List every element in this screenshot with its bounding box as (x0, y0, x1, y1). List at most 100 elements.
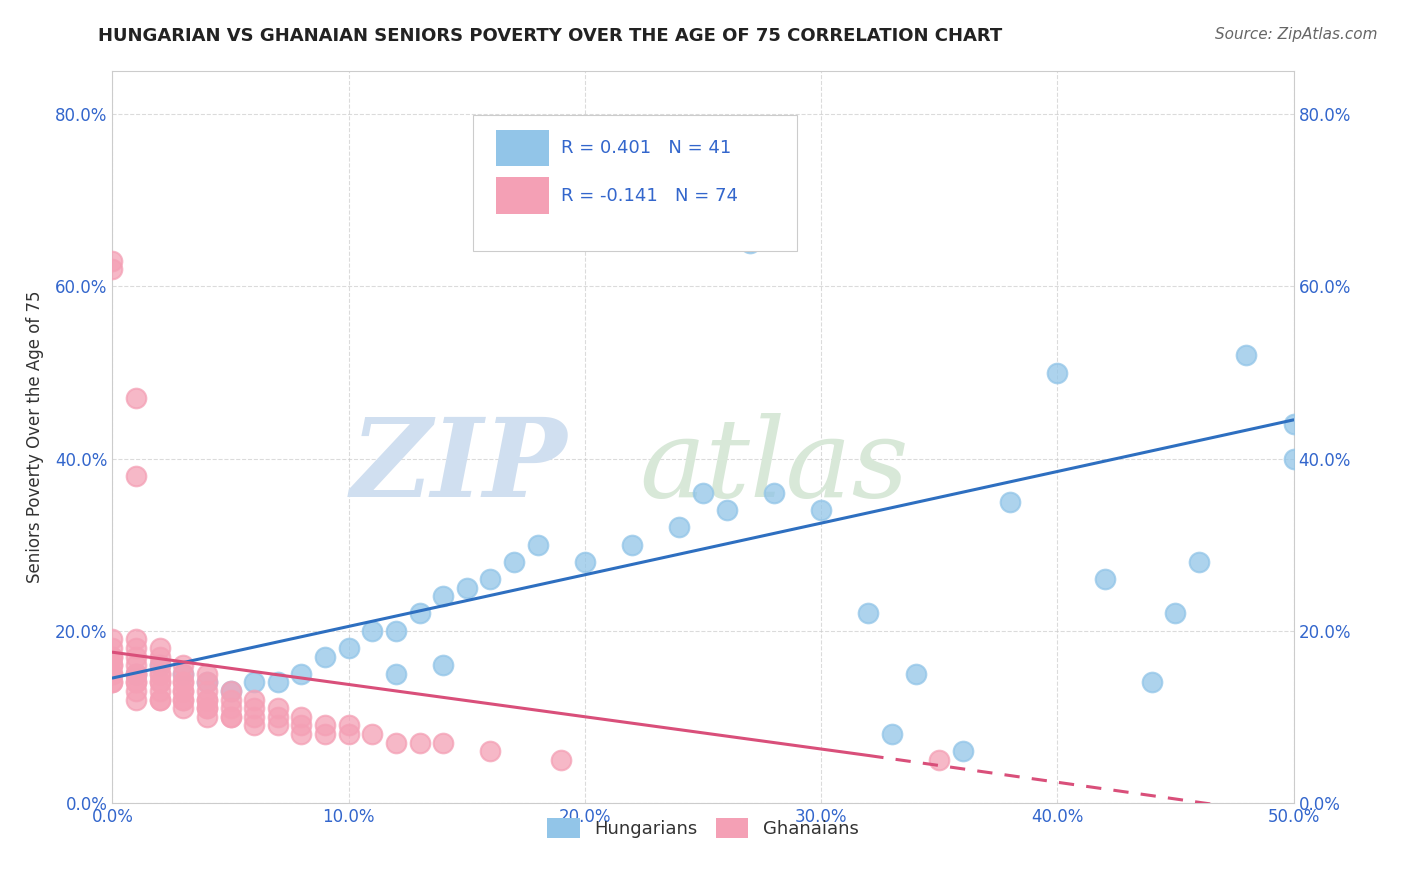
Point (762, 486, 785, 500)
Point (668, 520, 690, 534)
Point (550, 753, 572, 767)
Point (1234, 348, 1257, 362)
Point (385, 624, 408, 638)
Point (172, 658, 194, 673)
Text: HUNGARIAN VS GHANAIAN SENIORS POVERTY OVER THE AGE OF 75 CORRELATION CHART: HUNGARIAN VS GHANAIAN SENIORS POVERTY OV… (98, 27, 1002, 45)
Point (904, 666, 927, 681)
Point (267, 675, 290, 690)
Text: Source: ZipAtlas.com: Source: ZipAtlas.com (1215, 27, 1378, 42)
Point (172, 684, 194, 698)
Text: atlas: atlas (640, 413, 908, 520)
Point (172, 692, 194, 706)
Point (149, 658, 172, 673)
Point (101, 253, 124, 268)
Point (101, 658, 124, 673)
Point (1046, 366, 1069, 380)
Text: ZIP: ZIP (350, 413, 567, 520)
Point (408, 735, 430, 749)
Point (432, 589, 454, 603)
Point (149, 675, 172, 690)
Point (195, 710, 218, 724)
Point (125, 675, 148, 690)
Point (149, 666, 172, 681)
Point (385, 735, 408, 749)
Point (998, 494, 1021, 508)
Point (125, 649, 148, 664)
Text: R = 0.401   N = 41: R = 0.401 N = 41 (561, 139, 731, 157)
Point (125, 392, 148, 406)
Point (125, 640, 148, 655)
Point (195, 701, 218, 715)
Point (101, 675, 124, 690)
Point (195, 701, 218, 715)
Point (432, 735, 454, 749)
Point (195, 666, 218, 681)
Point (149, 684, 172, 698)
Point (149, 675, 172, 690)
Point (314, 649, 336, 664)
Point (125, 666, 148, 681)
Point (479, 744, 502, 758)
Point (101, 640, 124, 655)
Point (479, 572, 502, 586)
Point (195, 692, 218, 706)
Point (314, 718, 336, 732)
Point (219, 710, 242, 724)
Point (149, 640, 172, 655)
Point (101, 262, 124, 277)
Y-axis label: Seniors Poverty Over the Age of 75: Seniors Poverty Over the Age of 75 (25, 291, 44, 583)
Point (101, 649, 124, 664)
Point (621, 538, 644, 552)
Point (267, 710, 290, 724)
Point (243, 710, 266, 724)
Point (195, 675, 218, 690)
Point (337, 640, 360, 655)
Point (243, 718, 266, 732)
Point (1164, 607, 1187, 621)
Point (125, 666, 148, 681)
Point (858, 607, 880, 621)
Point (149, 666, 172, 681)
Point (172, 666, 194, 681)
Point (243, 701, 266, 715)
Point (526, 538, 548, 552)
Point (195, 675, 218, 690)
Point (195, 692, 218, 706)
Point (456, 581, 478, 595)
Point (101, 666, 124, 681)
Point (101, 649, 124, 664)
Point (219, 684, 242, 698)
Point (503, 555, 526, 569)
Point (361, 624, 384, 638)
Point (125, 692, 148, 706)
Point (290, 718, 312, 732)
Point (101, 632, 124, 647)
Point (290, 710, 312, 724)
Point (243, 692, 266, 706)
Point (125, 684, 148, 698)
Point (149, 649, 172, 664)
Point (101, 675, 124, 690)
Point (125, 658, 148, 673)
Point (125, 666, 148, 681)
Point (952, 744, 974, 758)
Point (219, 684, 242, 698)
Point (408, 607, 430, 621)
Point (149, 658, 172, 673)
Point (432, 658, 454, 673)
Point (267, 701, 290, 715)
Point (149, 692, 172, 706)
Point (243, 675, 266, 690)
Point (716, 503, 738, 517)
Point (172, 692, 194, 706)
FancyBboxPatch shape (496, 178, 550, 214)
Point (195, 684, 218, 698)
Point (1140, 675, 1163, 690)
Point (810, 503, 832, 517)
Point (361, 727, 384, 741)
Point (337, 727, 360, 741)
Point (172, 675, 194, 690)
Point (219, 710, 242, 724)
Point (172, 684, 194, 698)
Point (172, 675, 194, 690)
